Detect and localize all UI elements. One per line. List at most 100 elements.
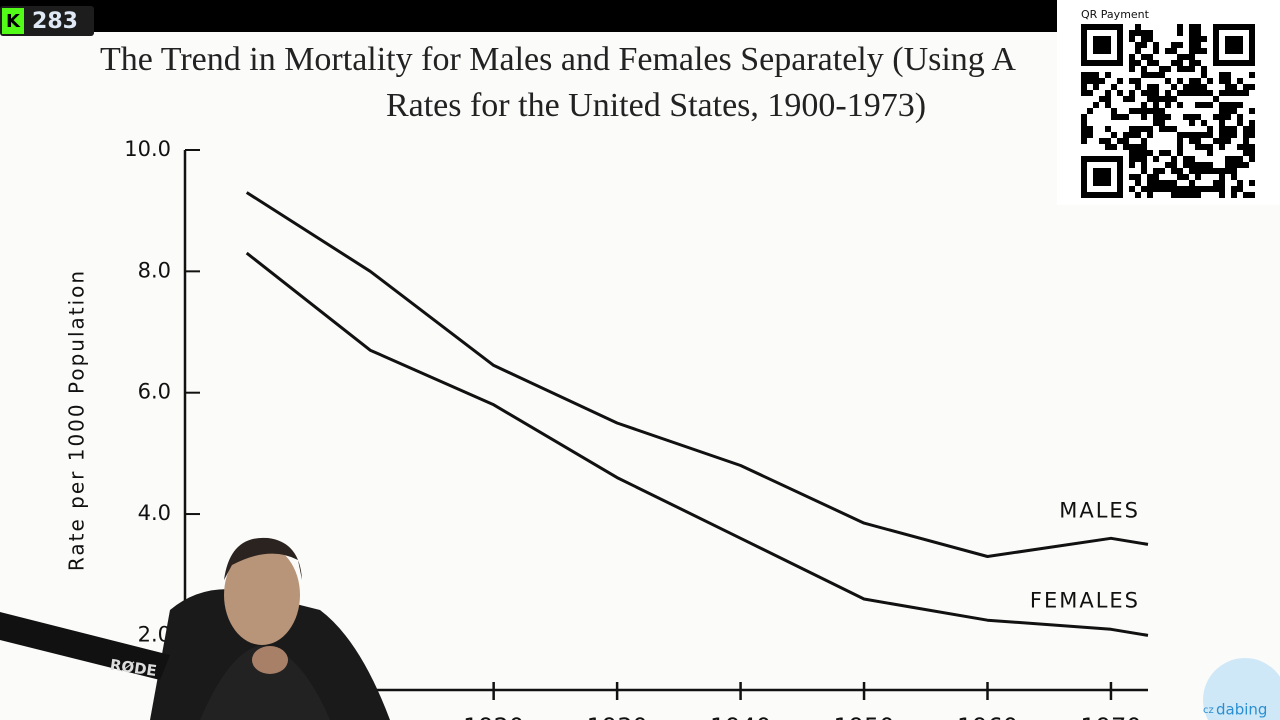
- qr-cell: [1195, 102, 1201, 108]
- qr-cell: [1213, 114, 1219, 120]
- qr-cell: [1159, 108, 1165, 114]
- qr-cell: [1159, 96, 1165, 102]
- qr-cell: [1111, 114, 1117, 120]
- qr-cell: [1105, 144, 1111, 150]
- qr-cell: [1081, 114, 1087, 120]
- qr-cell: [1183, 84, 1189, 90]
- qr-cell: [1135, 180, 1141, 186]
- x-tick-label: 1950: [833, 713, 894, 720]
- qr-cell: [1231, 102, 1237, 108]
- qr-cell: [1129, 66, 1135, 72]
- qr-cell: [1165, 150, 1171, 156]
- qr-cell: [1153, 156, 1159, 162]
- qr-cell: [1219, 174, 1225, 180]
- y-axis-label: Rate per 1000 Population: [65, 269, 89, 571]
- qr-cell: [1189, 30, 1195, 36]
- qr-cell: [1129, 30, 1135, 36]
- qr-cell: [1195, 114, 1201, 120]
- qr-cell: [1243, 150, 1249, 156]
- qr-cell: [1135, 78, 1141, 84]
- qr-cell: [1129, 150, 1135, 156]
- qr-cell: [1105, 138, 1111, 144]
- chart-title: Rates for the United States, 1900-1973): [386, 87, 926, 124]
- qr-finder: [1213, 24, 1255, 66]
- qr-cell: [1213, 168, 1219, 174]
- qr-cell: [1135, 30, 1141, 36]
- qr-cell: [1135, 108, 1141, 114]
- qr-cell: [1165, 102, 1171, 108]
- qr-cell: [1219, 114, 1225, 120]
- y-tick-label: 8.0: [138, 258, 171, 282]
- qr-cell: [1135, 126, 1141, 132]
- qr-cell: [1237, 156, 1243, 162]
- series-label: MALES: [1059, 498, 1140, 522]
- qr-cell: [1177, 168, 1183, 174]
- qr-cell: [1129, 156, 1135, 162]
- qr-cell: [1249, 156, 1255, 162]
- qr-cell: [1129, 186, 1135, 192]
- qr-cell: [1225, 78, 1231, 84]
- qr-cell: [1171, 168, 1177, 174]
- qr-cell: [1147, 54, 1153, 60]
- qr-cell: [1207, 126, 1213, 132]
- qr-cell: [1135, 132, 1141, 138]
- qr-cell: [1171, 84, 1177, 90]
- qr-cell: [1189, 168, 1195, 174]
- qr-cell: [1135, 42, 1141, 48]
- qr-cell: [1207, 90, 1213, 96]
- qr-cell: [1183, 54, 1189, 60]
- qr-cell: [1243, 192, 1249, 198]
- qr-cell: [1195, 30, 1201, 36]
- qr-cell: [1219, 108, 1225, 114]
- qr-cell: [1117, 114, 1123, 120]
- qr-cell: [1189, 138, 1195, 144]
- qr-cell: [1135, 150, 1141, 156]
- qr-cell: [1177, 30, 1183, 36]
- qr-cell: [1189, 114, 1195, 120]
- qr-cell: [1177, 66, 1183, 72]
- qr-cell: [1081, 126, 1087, 132]
- qr-cell: [1177, 78, 1183, 84]
- qr-finder-core: [1093, 168, 1111, 186]
- qr-cell: [1177, 192, 1183, 198]
- qr-cell: [1225, 114, 1231, 120]
- qr-cell: [1189, 54, 1195, 60]
- qr-cell: [1153, 90, 1159, 96]
- qr-cell: [1117, 90, 1123, 96]
- qr-cell: [1237, 162, 1243, 168]
- qr-cell: [1195, 162, 1201, 168]
- qr-cell: [1195, 24, 1201, 30]
- qr-cell: [1141, 30, 1147, 36]
- qr-cell: [1201, 66, 1207, 72]
- qr-cell: [1195, 90, 1201, 96]
- qr-cell: [1147, 108, 1153, 114]
- qr-cell: [1099, 78, 1105, 84]
- qr-cell: [1081, 84, 1087, 90]
- qr-cell: [1147, 186, 1153, 192]
- qr-cell: [1135, 174, 1141, 180]
- qr-cell: [1141, 144, 1147, 150]
- watermark-logo: [1203, 658, 1280, 720]
- qr-cell: [1219, 90, 1225, 96]
- qr-code: [1081, 24, 1255, 198]
- qr-cell: [1249, 126, 1255, 132]
- qr-cell: [1231, 174, 1237, 180]
- qr-cell: [1249, 120, 1255, 126]
- qr-cell: [1189, 60, 1195, 66]
- qr-cell: [1159, 126, 1165, 132]
- qr-cell: [1159, 72, 1165, 78]
- qr-cell: [1195, 192, 1201, 198]
- qr-cell: [1165, 162, 1171, 168]
- qr-cell: [1231, 186, 1237, 192]
- qr-cell: [1219, 144, 1225, 150]
- qr-cell: [1225, 126, 1231, 132]
- qr-cell: [1219, 102, 1225, 108]
- qr-cell: [1231, 84, 1237, 90]
- qr-cell: [1207, 186, 1213, 192]
- qr-cell: [1129, 132, 1135, 138]
- qr-cell: [1147, 60, 1153, 66]
- qr-cell: [1147, 72, 1153, 78]
- x-tick-label: 1960: [957, 713, 1018, 720]
- qr-cell: [1189, 84, 1195, 90]
- qr-cell: [1231, 168, 1237, 174]
